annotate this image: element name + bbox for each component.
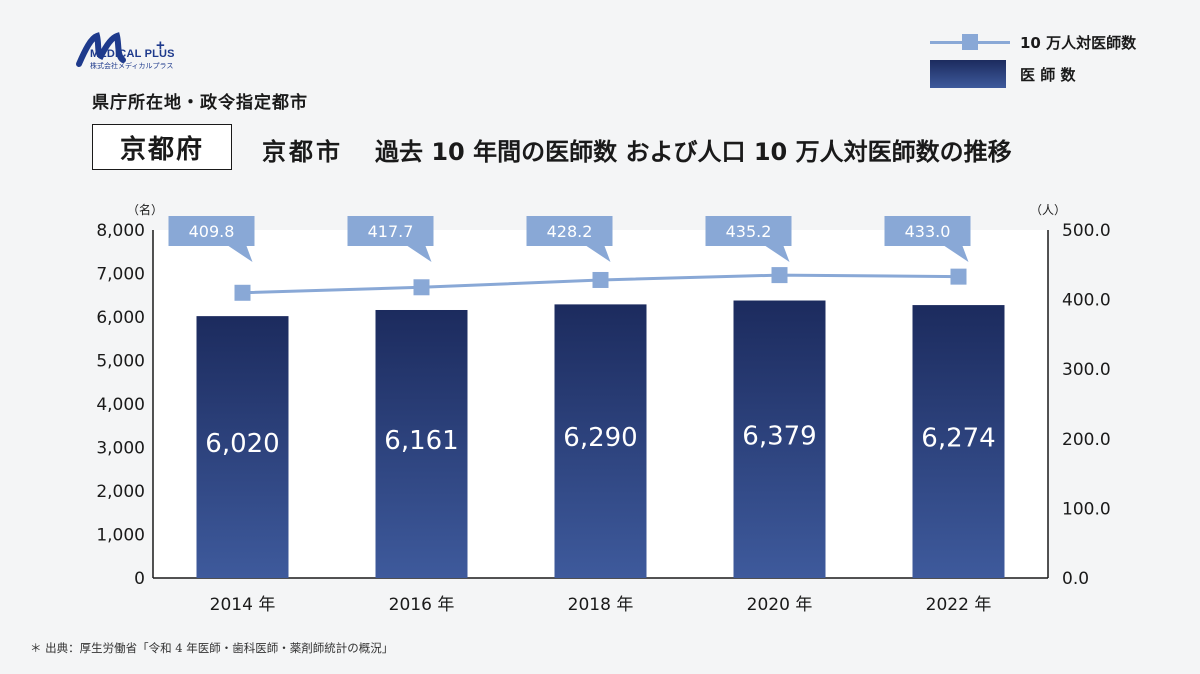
bar-value-label: 6,161 (384, 426, 458, 456)
value-callout (347, 216, 434, 262)
bar-value-label: 6,379 (742, 421, 816, 451)
left-tick-label: 2,000 (96, 482, 145, 502)
legend-line-label: 10 万人対医師数 (1020, 33, 1137, 52)
right-axis-unit: （人） (1030, 203, 1066, 217)
chart-title: 過去 10 年間の医師数 および人口 10 万人対医師数の推移 (375, 138, 1012, 166)
bar (196, 316, 289, 578)
prefecture-label: 京都府 (119, 134, 204, 165)
legend-bar-label: 医 師 数 (1020, 65, 1076, 84)
line-value-label: 428.2 (547, 222, 593, 241)
left-tick-label: 7,000 (96, 265, 145, 285)
value-callout (168, 216, 255, 262)
brand-name: MEDICAL PLUS (90, 48, 175, 60)
left-tick-label: 3,000 (96, 439, 145, 459)
x-tick-label: 2014 年 (210, 595, 276, 615)
category-label: 県庁所在地・政令指定都市 (92, 93, 308, 113)
legend-line-item: 10 万人対医師数 (930, 30, 1136, 54)
value-callout (884, 216, 971, 262)
city-label: 京都市 (262, 138, 343, 166)
x-tick-label: 2016 年 (389, 595, 455, 615)
bar-value-label: 6,020 (205, 429, 279, 459)
bar-value-label: 6,290 (563, 423, 637, 453)
x-tick-label: 2020 年 (747, 595, 813, 615)
left-tick-label: 5,000 (96, 352, 145, 372)
legend-bar-icon (930, 60, 1006, 88)
value-callout (526, 216, 613, 262)
line-marker (592, 271, 609, 288)
right-tick-label: 500.0 (1062, 221, 1111, 241)
left-axis-unit: （名） (127, 202, 163, 217)
left-tick-label: 6,000 (96, 308, 145, 328)
medical-plus-logo-icon (76, 32, 126, 67)
prefecture-box: 京都府 (92, 124, 232, 170)
line-value-label: 433.0 (905, 222, 951, 241)
right-tick-label: 200.0 (1062, 430, 1111, 450)
line-value-label: 409.8 (189, 222, 235, 241)
legend-line-icon (930, 30, 1010, 54)
source-footnote: ＊ 出典：厚生労働省「令和 4 年医師・歯科医師・薬剤師統計の概況」 (30, 641, 394, 655)
line-marker (950, 268, 967, 285)
left-tick-label: 8,000 (96, 221, 145, 241)
value-callout (705, 216, 792, 262)
line-marker (771, 267, 788, 284)
left-tick-label: 1,000 (96, 526, 145, 546)
line-value-label: 435.2 (726, 222, 772, 241)
bar (375, 309, 468, 578)
bar (912, 305, 1005, 578)
legend-bar-item: 医 師 数 (930, 60, 1075, 88)
left-tick-label: 4,000 (96, 395, 145, 415)
left-tick-label: 0 (134, 569, 145, 589)
right-tick-label: 300.0 (1062, 360, 1111, 380)
right-tick-label: 400.0 (1062, 291, 1111, 311)
line-marker (413, 279, 430, 296)
line-marker (234, 284, 251, 301)
x-tick-label: 2018 年 (568, 595, 634, 615)
line-value-label: 417.7 (368, 222, 414, 241)
x-tick-label: 2022 年 (926, 595, 992, 615)
right-tick-label: 100.0 (1062, 499, 1111, 519)
right-tick-label: 0.0 (1062, 569, 1089, 589)
brand-plus: + (156, 37, 165, 54)
bar (733, 300, 826, 578)
bar (554, 304, 647, 578)
bar-value-label: 6,274 (921, 424, 995, 454)
brand-sub: 株式会社メディカルプラス (90, 62, 174, 70)
